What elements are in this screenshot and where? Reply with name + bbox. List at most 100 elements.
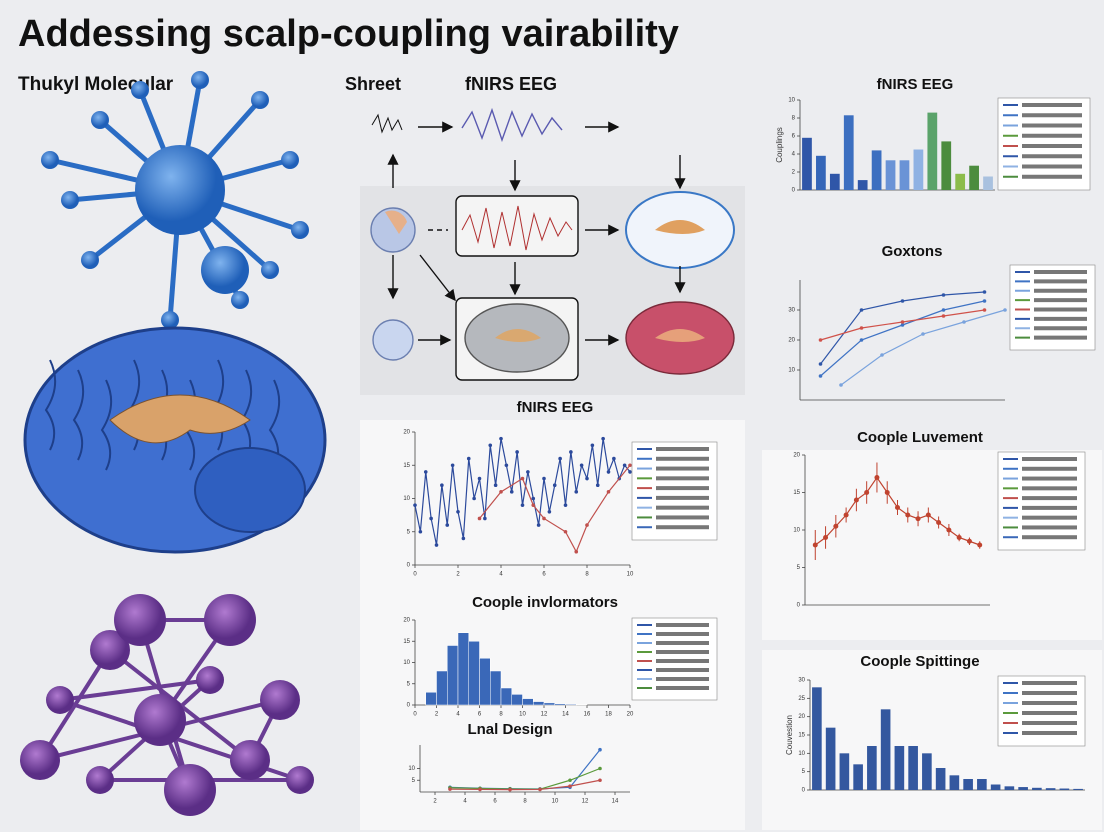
series-point <box>606 490 611 494</box>
bar <box>1032 787 1042 790</box>
neuron-bulb <box>251 91 269 109</box>
panel-title: Coople Spittinge <box>860 653 979 670</box>
series-point <box>598 766 602 771</box>
x-tick-label: 4 <box>499 572 503 578</box>
bar <box>935 768 946 790</box>
hist-bar <box>457 632 469 706</box>
series-point <box>812 542 818 548</box>
series-line <box>449 779 601 791</box>
legend-text-placeholder <box>1034 316 1087 321</box>
x-tick-label: 4 <box>456 712 460 718</box>
legend-text-placeholder <box>1022 466 1077 471</box>
legend-text-placeholder <box>1034 326 1087 331</box>
x-tick-label: 2 <box>435 712 439 718</box>
series-point <box>488 443 493 448</box>
x-tick-label: 0 <box>413 572 417 578</box>
y-tick-label: 4 <box>792 152 796 158</box>
legend-text-placeholder <box>656 466 709 471</box>
bar <box>829 173 840 190</box>
legend-text-placeholder <box>1034 335 1087 340</box>
y-axis-label: Couvestion <box>785 715 794 755</box>
bar <box>857 180 868 190</box>
molecule-atom <box>196 666 224 694</box>
series-point <box>941 314 946 318</box>
panel-title: fNIRS EEG <box>517 399 594 416</box>
series-point <box>900 320 905 324</box>
bar <box>955 173 966 190</box>
series-point <box>915 516 921 522</box>
x-tick-label: 10 <box>519 712 526 718</box>
hist-bar <box>425 692 437 706</box>
y-tick-label: 5 <box>797 565 801 571</box>
neuron-bulb <box>131 81 149 99</box>
series-point <box>936 520 942 525</box>
brain-core <box>109 394 251 444</box>
hist-bar <box>565 703 577 706</box>
legend-text-placeholder <box>1022 144 1082 148</box>
bar <box>990 784 1001 790</box>
molecule-atom <box>86 766 114 794</box>
series-point <box>478 787 482 792</box>
legend-text-placeholder <box>1022 103 1082 107</box>
y-tick-label: 30 <box>788 308 795 314</box>
y-tick-label: 0 <box>797 603 801 609</box>
series-point <box>558 456 562 461</box>
legend-text-placeholder <box>1022 691 1077 695</box>
x-tick-label: 20 <box>627 712 634 718</box>
series-line <box>479 464 631 554</box>
x-tick-label: 10 <box>552 799 559 805</box>
x-tick-label: 18 <box>605 712 612 718</box>
series-point <box>905 512 911 518</box>
y-tick-label: 15 <box>798 733 805 739</box>
brain-fold <box>72 369 85 461</box>
neuron-bulb <box>231 291 249 309</box>
legend-text-placeholder <box>1022 113 1082 118</box>
x-tick-label: 10 <box>627 572 634 578</box>
bar <box>843 115 854 190</box>
y-tick-label: 10 <box>798 751 805 757</box>
x-tick-label: 4 <box>463 799 467 805</box>
bar <box>913 149 924 190</box>
legend-text-placeholder <box>656 505 709 510</box>
series-point <box>434 543 439 547</box>
series-point <box>568 784 572 788</box>
x-tick-label: 12 <box>541 712 548 718</box>
hist-bar <box>511 694 523 706</box>
series-point <box>874 475 880 480</box>
series-point <box>859 308 864 312</box>
bar <box>885 160 896 190</box>
series-point <box>477 476 482 481</box>
bar <box>969 165 979 190</box>
bar <box>949 775 960 790</box>
molecule-atom <box>260 680 300 720</box>
series-point <box>859 326 864 330</box>
bar <box>816 155 826 190</box>
legend-text-placeholder <box>1034 270 1087 274</box>
series-point <box>483 516 487 521</box>
series-point <box>622 463 627 468</box>
series-point <box>531 496 536 501</box>
y-tick-label: 0 <box>407 563 411 569</box>
neuron-bulb <box>91 111 109 129</box>
series-point <box>962 320 966 324</box>
bar <box>1059 788 1070 790</box>
series-point <box>941 293 946 297</box>
series-point <box>509 490 514 494</box>
neuron-bulb <box>191 71 209 89</box>
y-tick-label: 0 <box>802 788 806 794</box>
series-point <box>956 535 962 540</box>
series-point <box>598 747 602 752</box>
y-tick-label: 15 <box>403 639 410 645</box>
series-line <box>840 309 1006 386</box>
legend-text-placeholder <box>1022 711 1077 715</box>
x-tick-label: 0 <box>413 712 417 718</box>
x-tick-label: 14 <box>612 799 619 805</box>
series-line <box>820 300 985 377</box>
molecule-atom <box>46 686 74 714</box>
molecule-bond <box>38 648 112 762</box>
neuron-bulb <box>61 191 79 209</box>
legend-text-placeholder <box>1022 457 1077 461</box>
legend-text-placeholder <box>656 632 709 636</box>
neuron-bulb <box>81 251 99 269</box>
